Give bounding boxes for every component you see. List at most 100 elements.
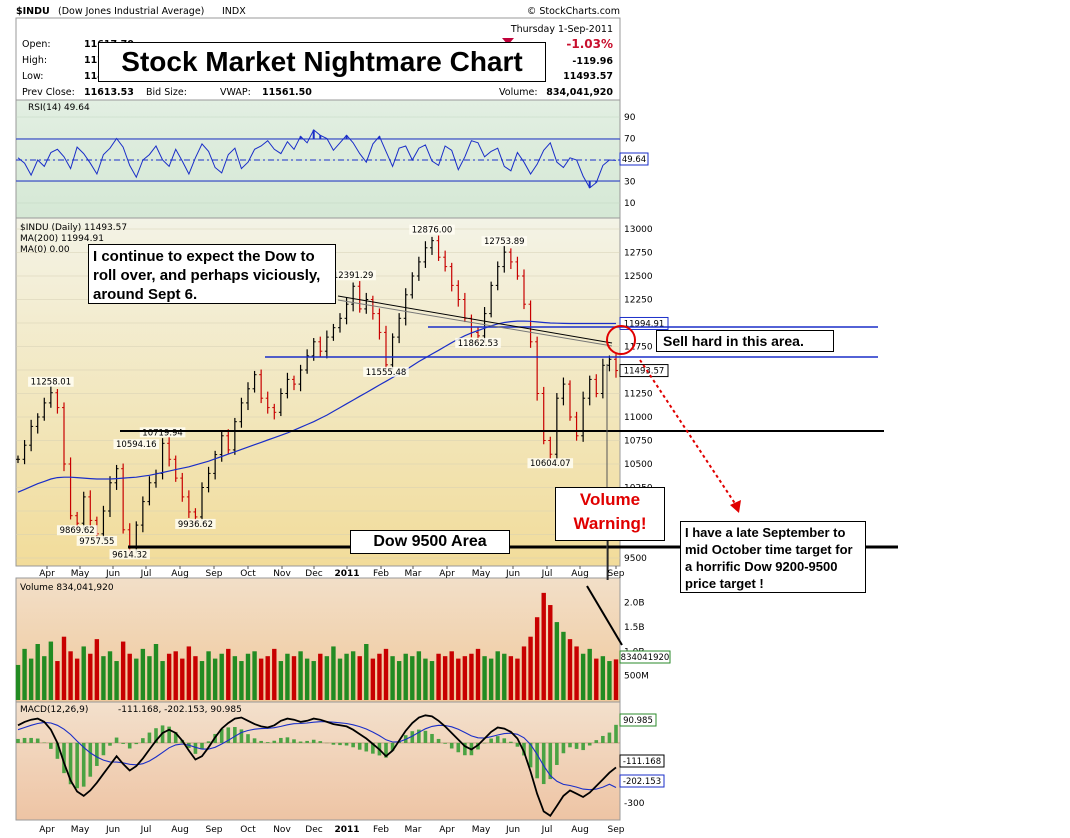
- macd-series: [16, 714, 620, 818]
- volume-bar: [528, 636, 533, 700]
- volume-series: [15, 592, 619, 700]
- macd-histogram-bar: [75, 742, 79, 789]
- price-tick-label: 13000: [624, 225, 653, 235]
- volume-bar: [370, 658, 376, 700]
- volume-bar: [469, 653, 474, 700]
- macd-histogram-bar: [154, 728, 158, 743]
- volume-bar: [219, 653, 224, 700]
- volume-bar: [193, 656, 198, 700]
- volume-bar: [607, 661, 612, 700]
- volume-bar: [580, 653, 586, 700]
- volume-bar: [423, 658, 428, 700]
- price-label-bg: [139, 427, 186, 438]
- volume-bar: [147, 656, 152, 700]
- volume-bar: [88, 653, 93, 700]
- macd-histogram-bar: [206, 741, 211, 743]
- date-line: Thursday 1-Sep-2011: [510, 24, 613, 35]
- macd-legend-values: -111.168, -202.153, 90.985: [118, 705, 242, 715]
- volume-bar: [48, 641, 54, 700]
- macd-histogram-bar: [141, 738, 145, 743]
- macd-histogram-bar: [35, 738, 40, 743]
- macd-histogram-bar: [495, 736, 500, 743]
- macd-histogram-bar: [62, 742, 66, 774]
- sell-zone-circle: [606, 325, 636, 355]
- price-tick-label: 11750: [624, 343, 653, 353]
- price-point-label: 10604.07: [530, 459, 571, 469]
- macd-legend: MACD(12,26,9): [20, 705, 88, 715]
- rsi-line: [17, 129, 617, 189]
- month-label-top: Jun: [505, 569, 520, 579]
- rsi-tick-label: 70: [624, 135, 636, 145]
- month-label-top: Jul: [541, 569, 553, 579]
- month-label-bottom: May: [472, 825, 491, 835]
- volume-bar: [561, 631, 566, 700]
- month-label-top: Mar: [405, 569, 422, 579]
- volume-bar: [206, 651, 211, 700]
- volume-tag-text: 834041920: [621, 653, 670, 663]
- volume-bar: [22, 648, 27, 700]
- volume-bar: [28, 658, 34, 700]
- price-tick-label: 12750: [624, 249, 653, 259]
- price-point-label: 9869.62: [60, 526, 95, 536]
- macd-histogram-bar: [318, 741, 323, 743]
- macd-histogram-bar: [581, 742, 585, 751]
- macd-histogram-bar: [384, 742, 388, 758]
- price-label-bg: [330, 270, 376, 281]
- price-label-bg: [56, 525, 98, 536]
- month-label-top: Apr: [39, 569, 55, 579]
- price-point-label: 12753.89: [484, 237, 525, 247]
- macd-histogram-bar: [272, 740, 277, 743]
- volume-bar: [488, 658, 494, 700]
- month-label-bottom: Sep: [608, 825, 625, 835]
- month-label-bottom: Jun: [105, 825, 120, 835]
- macd-histogram-bar: [476, 742, 480, 750]
- macd-histogram-bar: [502, 738, 507, 743]
- credit-label: © StockCharts.com: [527, 6, 620, 17]
- exchange-label: INDX: [222, 6, 246, 17]
- volume-bar: [587, 648, 592, 700]
- month-label-bottom: Sep: [206, 825, 223, 835]
- ma200-value-tag-text: 11994.91: [624, 319, 665, 329]
- month-label-bottom: Mar: [405, 825, 422, 835]
- macd-histogram-bar: [522, 742, 526, 756]
- price-legend: $INDU (Daily) 11493.57: [20, 223, 127, 233]
- volume-bar: [107, 651, 113, 700]
- volume-bar: [337, 658, 343, 700]
- volume-bar: [331, 646, 336, 700]
- month-label-bottom: Feb: [373, 825, 389, 835]
- volume-bar: [410, 656, 415, 700]
- volume-bar: [344, 653, 349, 700]
- macd-histogram-bar: [29, 737, 33, 743]
- month-label-bottom: Aug: [171, 825, 189, 835]
- symbol-label: $INDU: [16, 6, 50, 17]
- macd-histogram-bar: [173, 732, 178, 743]
- high-value: 117: [84, 55, 104, 66]
- macd-histogram-bar: [246, 734, 250, 743]
- volume-bar: [502, 653, 507, 700]
- macd-line: [17, 714, 617, 818]
- macd-line-tag: [619, 754, 665, 768]
- month-label-top: May: [472, 569, 491, 579]
- macd-histogram-bar: [364, 742, 369, 752]
- macd-histogram-bar: [338, 742, 342, 746]
- volume-label: Volume:: [499, 87, 538, 98]
- price-label-bg: [363, 366, 409, 377]
- macd-hist-tag-text: 90.985: [623, 716, 653, 726]
- volume-bar: [436, 653, 441, 700]
- macd-histogram-bar: [49, 742, 53, 749]
- volume-bar: [613, 659, 619, 700]
- volume-bar: [186, 646, 192, 700]
- volume-bar: [298, 651, 303, 700]
- callout-pointer-a: [337, 295, 613, 344]
- volume-bar: [311, 661, 316, 700]
- volume-bar: [114, 661, 119, 700]
- macd-histogram-bar: [22, 737, 27, 743]
- volume-bar: [245, 653, 251, 700]
- macd-histogram-bar: [233, 727, 237, 743]
- prev-close-value: 11613.53: [84, 87, 134, 98]
- month-label-top: May: [71, 569, 90, 579]
- volume-bar: [199, 661, 205, 700]
- volume-bar: [42, 656, 47, 700]
- target-callout: I have a late September to mid October t…: [680, 521, 866, 593]
- macd-histogram-bar: [265, 742, 270, 743]
